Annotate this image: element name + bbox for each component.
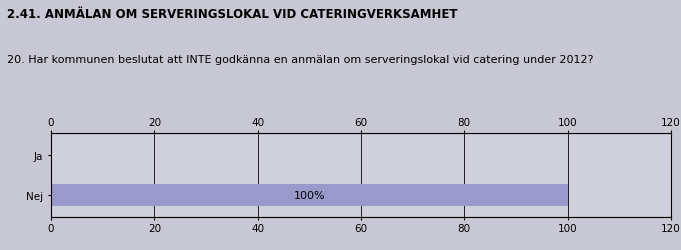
Bar: [51, 184, 567, 206]
Text: 100%: 100%: [294, 190, 325, 200]
Text: 2.41. ANMÄLAN OM SERVERINGSLOKAL VID CATERINGVERKSAMHET: 2.41. ANMÄLAN OM SERVERINGSLOKAL VID CAT…: [7, 8, 458, 20]
Text: 20. Har kommunen beslutat att INTE godkänna en anmälan om serveringslokal vid ca: 20. Har kommunen beslutat att INTE godkä…: [7, 55, 593, 65]
